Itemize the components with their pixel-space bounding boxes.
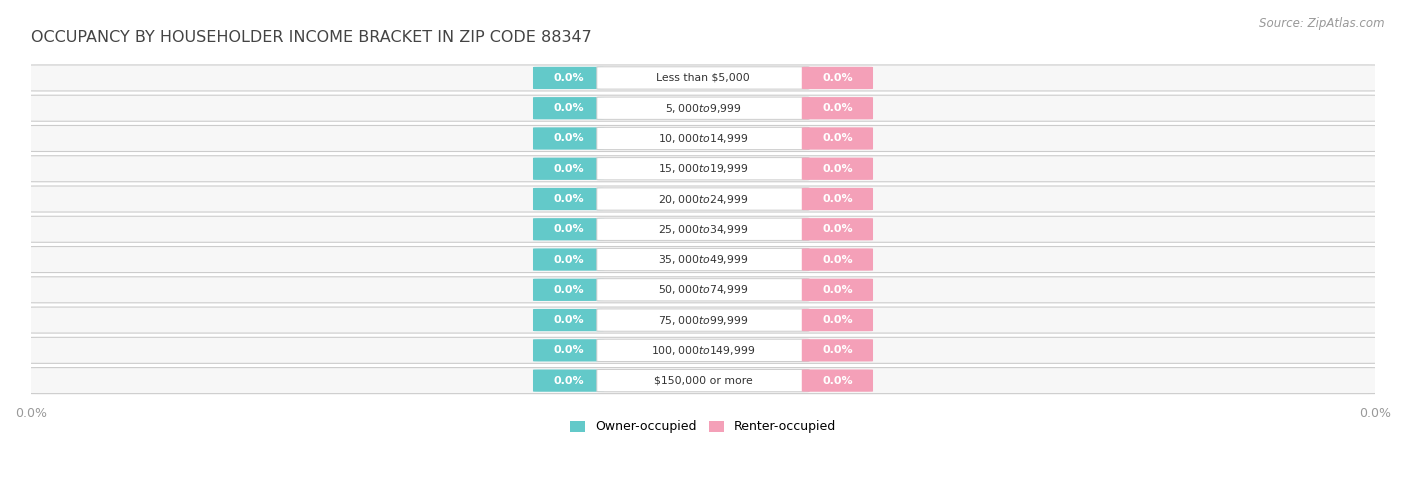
Text: 0.0%: 0.0% [823, 73, 852, 83]
FancyBboxPatch shape [533, 370, 605, 392]
FancyBboxPatch shape [596, 188, 810, 210]
Text: 0.0%: 0.0% [554, 225, 583, 234]
FancyBboxPatch shape [596, 127, 810, 150]
FancyBboxPatch shape [596, 248, 810, 271]
FancyBboxPatch shape [533, 309, 605, 331]
Text: $5,000 to $9,999: $5,000 to $9,999 [665, 102, 741, 115]
FancyBboxPatch shape [596, 218, 810, 241]
FancyBboxPatch shape [596, 370, 810, 392]
Text: 0.0%: 0.0% [823, 345, 852, 356]
FancyBboxPatch shape [533, 218, 605, 241]
Text: 0.0%: 0.0% [823, 103, 852, 113]
Text: 0.0%: 0.0% [823, 225, 852, 234]
FancyBboxPatch shape [533, 279, 605, 301]
FancyBboxPatch shape [24, 126, 1382, 151]
FancyBboxPatch shape [533, 67, 605, 89]
Text: 0.0%: 0.0% [823, 255, 852, 264]
FancyBboxPatch shape [801, 218, 873, 241]
Text: OCCUPANCY BY HOUSEHOLDER INCOME BRACKET IN ZIP CODE 88347: OCCUPANCY BY HOUSEHOLDER INCOME BRACKET … [31, 30, 592, 45]
FancyBboxPatch shape [24, 186, 1382, 212]
FancyBboxPatch shape [596, 67, 810, 89]
Text: 0.0%: 0.0% [554, 164, 583, 174]
FancyBboxPatch shape [24, 337, 1382, 363]
Text: 0.0%: 0.0% [554, 255, 583, 264]
Text: $50,000 to $74,999: $50,000 to $74,999 [658, 283, 748, 296]
FancyBboxPatch shape [801, 279, 873, 301]
Text: 0.0%: 0.0% [823, 285, 852, 295]
Text: 0.0%: 0.0% [823, 315, 852, 325]
FancyBboxPatch shape [533, 248, 605, 271]
Text: 0.0%: 0.0% [554, 103, 583, 113]
Text: 0.0%: 0.0% [554, 73, 583, 83]
Text: $15,000 to $19,999: $15,000 to $19,999 [658, 162, 748, 175]
Text: $20,000 to $24,999: $20,000 to $24,999 [658, 192, 748, 206]
FancyBboxPatch shape [596, 279, 810, 301]
Text: $100,000 to $149,999: $100,000 to $149,999 [651, 344, 755, 357]
Text: $35,000 to $49,999: $35,000 to $49,999 [658, 253, 748, 266]
FancyBboxPatch shape [533, 188, 605, 210]
FancyBboxPatch shape [801, 97, 873, 119]
FancyBboxPatch shape [596, 339, 810, 361]
Text: 0.0%: 0.0% [554, 345, 583, 356]
Text: $10,000 to $14,999: $10,000 to $14,999 [658, 132, 748, 145]
Text: 0.0%: 0.0% [823, 164, 852, 174]
FancyBboxPatch shape [801, 339, 873, 361]
FancyBboxPatch shape [533, 158, 605, 180]
Text: 0.0%: 0.0% [554, 285, 583, 295]
FancyBboxPatch shape [24, 95, 1382, 121]
FancyBboxPatch shape [596, 158, 810, 180]
FancyBboxPatch shape [24, 156, 1382, 182]
FancyBboxPatch shape [24, 277, 1382, 303]
Text: Source: ZipAtlas.com: Source: ZipAtlas.com [1260, 17, 1385, 30]
Text: $75,000 to $99,999: $75,000 to $99,999 [658, 314, 748, 327]
FancyBboxPatch shape [533, 127, 605, 150]
FancyBboxPatch shape [801, 188, 873, 210]
FancyBboxPatch shape [801, 127, 873, 150]
Text: Less than $5,000: Less than $5,000 [657, 73, 749, 83]
FancyBboxPatch shape [596, 97, 810, 119]
FancyBboxPatch shape [533, 339, 605, 361]
Text: $150,000 or more: $150,000 or more [654, 375, 752, 386]
FancyBboxPatch shape [801, 158, 873, 180]
FancyBboxPatch shape [24, 65, 1382, 91]
FancyBboxPatch shape [24, 216, 1382, 243]
FancyBboxPatch shape [533, 97, 605, 119]
FancyBboxPatch shape [24, 246, 1382, 273]
Text: 0.0%: 0.0% [823, 375, 852, 386]
Text: 0.0%: 0.0% [823, 133, 852, 144]
FancyBboxPatch shape [801, 248, 873, 271]
FancyBboxPatch shape [24, 307, 1382, 333]
FancyBboxPatch shape [24, 368, 1382, 393]
Text: 0.0%: 0.0% [554, 375, 583, 386]
Text: $25,000 to $34,999: $25,000 to $34,999 [658, 223, 748, 236]
FancyBboxPatch shape [801, 370, 873, 392]
Text: 0.0%: 0.0% [823, 194, 852, 204]
FancyBboxPatch shape [596, 309, 810, 331]
FancyBboxPatch shape [801, 309, 873, 331]
Text: 0.0%: 0.0% [554, 133, 583, 144]
Text: 0.0%: 0.0% [554, 194, 583, 204]
FancyBboxPatch shape [801, 67, 873, 89]
Text: 0.0%: 0.0% [554, 315, 583, 325]
Legend: Owner-occupied, Renter-occupied: Owner-occupied, Renter-occupied [565, 415, 841, 438]
